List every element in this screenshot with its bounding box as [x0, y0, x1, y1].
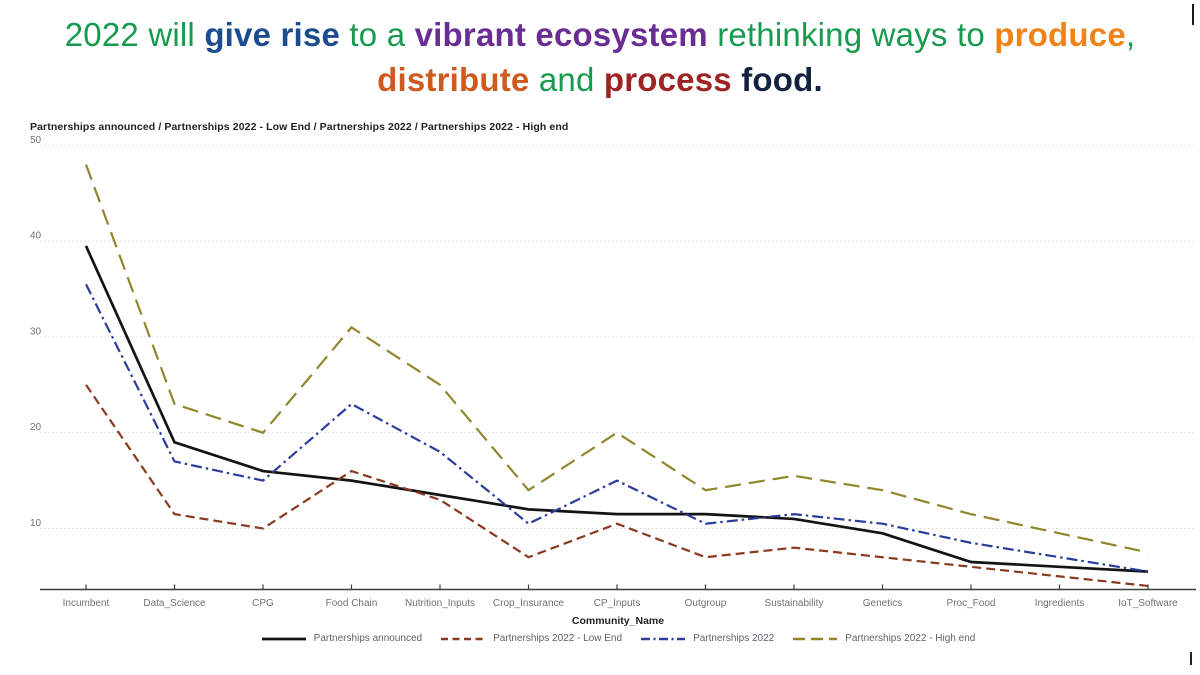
- headline-line-1: 2022 will give rise to a vibrant ecosyst…: [0, 12, 1200, 57]
- x-category-label: Nutrition_Inputs: [405, 598, 475, 609]
- chart-measures-title: Partnerships announced / Partnerships 20…: [30, 121, 569, 133]
- x-category-label: Proc_Food: [947, 598, 996, 609]
- legend-item-partnerships-2022-low-end[interactable]: Partnerships 2022 - Low End: [440, 633, 622, 644]
- y-tick-label-40: 40: [30, 231, 42, 242]
- headline-segment: distribute: [377, 61, 530, 98]
- headline-segment: 2022 will: [64, 16, 205, 53]
- x-category-label: CP_Inputs: [594, 598, 641, 609]
- legend-line-swatch: [793, 637, 838, 640]
- headline-segment: vibrant ecosystem: [414, 16, 708, 53]
- x-category-label: Incumbent: [63, 598, 110, 609]
- x-category-label: Data_Science: [143, 598, 206, 609]
- headline: 2022 will give rise to a vibrant ecosyst…: [0, 12, 1200, 102]
- legend-line-swatch: [441, 637, 486, 640]
- text-cursor-mark-bottom: [1190, 652, 1192, 665]
- series-line-partnerships-2022-low-end[interactable]: [85, 384, 1149, 588]
- headline-segment: give rise: [204, 16, 341, 53]
- headline-segment: food.: [731, 61, 823, 98]
- legend-line-swatch: [641, 637, 686, 640]
- headline-segment: rethinking ways to: [707, 16, 995, 53]
- legend-item-partnerships-announced[interactable]: Partnerships announced: [261, 633, 422, 644]
- y-tick-label-50: 50: [30, 135, 42, 146]
- legend-label: Partnerships 2022 - Low End: [493, 633, 623, 644]
- x-category-label: Outgroup: [685, 598, 727, 609]
- x-category-label: IoT_Software: [1118, 598, 1178, 609]
- headline-segment: to a: [340, 16, 415, 53]
- series-line-partnerships-2022-high-end[interactable]: [84, 164, 1149, 554]
- x-category-label: Sustainability: [765, 598, 824, 609]
- series-line-partnerships-announced[interactable]: [84, 245, 1149, 573]
- x-category-label: Ingredients: [1035, 598, 1084, 609]
- y-tick-label-30: 30: [30, 326, 42, 337]
- headline-segment: ,: [1125, 16, 1136, 53]
- x-category-label: Crop_Insurance: [493, 598, 565, 609]
- headline-line-2: distribute and process food.: [0, 57, 1200, 102]
- chart-legend: Partnerships announced Partnerships 2022 …: [40, 633, 1196, 644]
- legend-item-partnerships-2022-high-end[interactable]: Partnerships 2022 - High end: [792, 633, 975, 644]
- x-category-label: CPG: [252, 598, 274, 609]
- series-line-partnerships-2022[interactable]: [85, 283, 1149, 573]
- legend-line-swatch: [261, 637, 306, 640]
- legend-label: Partnerships announced: [313, 633, 423, 644]
- headline-segment: and: [529, 61, 604, 98]
- x-category-label: Food Chain: [326, 598, 378, 609]
- y-tick-label-10: 10: [30, 518, 42, 529]
- headline-segment: produce: [994, 16, 1126, 53]
- headline-segment: process: [603, 61, 732, 98]
- y-tick-label-20: 20: [30, 422, 42, 433]
- x-axis-title: Community_Name: [571, 615, 665, 627]
- x-axis-title-wrap: Community_Name: [40, 611, 1196, 629]
- text-cursor-mark-top: [1192, 4, 1194, 25]
- legend-label: Partnerships 2022 - High end: [845, 633, 976, 644]
- legend-item-partnerships-2022[interactable]: Partnerships 2022: [640, 633, 774, 644]
- legend-label: Partnerships 2022: [693, 633, 775, 644]
- x-category-label: Genetics: [863, 598, 902, 609]
